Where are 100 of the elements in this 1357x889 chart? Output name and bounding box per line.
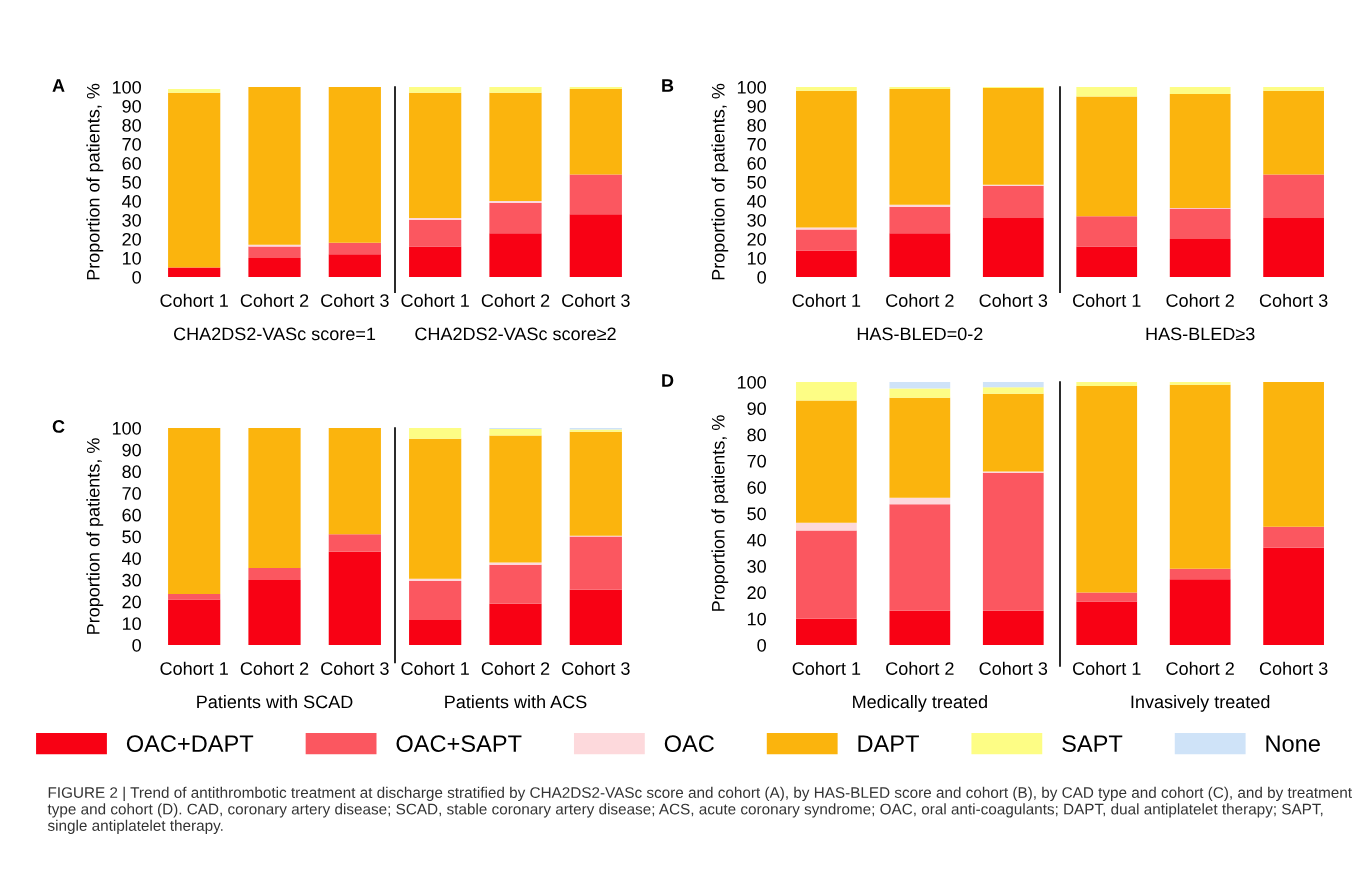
x-tick-label: Cohort 1 — [401, 293, 469, 307]
bar — [889, 497, 951, 505]
y-tick-label: 0 — [132, 638, 141, 652]
x-tick-label: Cohort 3 — [979, 661, 1048, 675]
y-tick-label: 90 — [747, 99, 766, 113]
x-tick-label: Cohort 3 — [979, 293, 1048, 307]
bar — [982, 218, 1044, 277]
bar — [889, 397, 951, 498]
y-tick-label: 50 — [122, 530, 141, 544]
text: HAS-BLED=0-2 — [857, 327, 983, 341]
y-tick-label: 90 — [747, 402, 766, 416]
x-tick-label: Cohort 2 — [481, 661, 550, 675]
y-tick-label: 80 — [747, 118, 766, 132]
x-tick-label: Cohort 2 — [481, 293, 550, 307]
bar — [248, 579, 301, 645]
bar — [1076, 246, 1138, 277]
bar — [796, 522, 857, 531]
y-tick-label: 70 — [122, 487, 141, 500]
bar — [409, 428, 462, 439]
bar — [1076, 385, 1138, 593]
bar — [1263, 174, 1324, 219]
bar — [328, 242, 381, 255]
y-tick-label: 80 — [747, 428, 766, 442]
y-tick-label: 90 — [122, 443, 141, 457]
legend-label: SAPT — [1062, 735, 1123, 752]
bar — [889, 610, 951, 645]
bar — [889, 233, 951, 277]
x-tick-label: Cohort 1 — [160, 661, 228, 675]
bar — [1169, 568, 1231, 580]
bar — [1263, 87, 1324, 91]
bar — [248, 246, 301, 258]
x-tick-label: Cohort 1 — [792, 661, 861, 675]
bar — [168, 428, 221, 594]
x-tick-label: Cohort 3 — [562, 661, 630, 675]
bar — [489, 429, 542, 436]
x-tick-label: Cohort 1 — [792, 293, 861, 307]
bar — [796, 382, 857, 401]
bar — [1263, 526, 1324, 548]
bar — [796, 400, 857, 523]
bar — [168, 594, 221, 600]
bar — [1169, 87, 1231, 95]
y-tick-label: 50 — [747, 175, 766, 189]
bar — [982, 387, 1044, 394]
chart-title: B — [662, 79, 674, 92]
bar — [569, 431, 622, 536]
bar — [982, 382, 1044, 388]
bar — [168, 599, 221, 645]
bar — [1076, 382, 1138, 386]
y-tick-label: 50 — [122, 175, 141, 189]
bar — [1169, 94, 1231, 209]
bar — [409, 92, 462, 219]
bar — [328, 254, 381, 277]
x-tick-label: Cohort 2 — [886, 293, 954, 307]
bar — [796, 618, 857, 645]
text: Patients with ACS — [445, 695, 587, 709]
bar — [569, 214, 622, 277]
y-tick-label: 20 — [122, 595, 141, 609]
y-tick-label: 80 — [122, 118, 141, 132]
y-tick-label: 60 — [122, 508, 141, 522]
bar — [982, 185, 1044, 219]
y-axis-title: Proportion of patients, % — [711, 83, 729, 280]
x-tick-label: Cohort 1 — [401, 661, 469, 675]
bar — [796, 87, 857, 91]
y-axis-title: Proportion of patients, % — [86, 438, 104, 634]
y-tick-label: 30 — [122, 573, 141, 587]
legend-label: OAC+DAPT — [126, 735, 254, 752]
bar — [1169, 579, 1231, 645]
bar — [1263, 218, 1324, 277]
bar — [328, 87, 381, 243]
bar — [796, 229, 857, 251]
x-tick-label: Cohort 2 — [886, 661, 954, 675]
bar — [409, 87, 462, 93]
bar — [569, 536, 622, 590]
y-tick-label: 0 — [132, 270, 141, 284]
legend-label: DAPT — [858, 735, 919, 752]
y-tick-label: 100 — [737, 375, 766, 389]
bar — [248, 258, 301, 277]
text: CHA2DS2-VASc score≥2 — [415, 327, 616, 341]
x-tick-label: Cohort 1 — [1073, 661, 1141, 675]
y-tick-label: 30 — [747, 213, 766, 227]
bar — [889, 382, 951, 389]
bar — [1169, 239, 1231, 277]
chart-title: C — [52, 420, 65, 433]
x-tick-label: Cohort 3 — [1259, 293, 1328, 307]
bar — [489, 564, 542, 604]
text: HAS-BLED≥3 — [1146, 327, 1255, 341]
x-tick-label: Cohort 1 — [160, 293, 228, 307]
legend-label: OAC — [664, 735, 714, 752]
bar — [489, 435, 542, 563]
bar — [1076, 216, 1138, 247]
bar — [248, 87, 301, 245]
bar — [1076, 601, 1138, 645]
bar — [1263, 547, 1324, 645]
bar — [569, 589, 622, 645]
bar — [168, 267, 221, 277]
y-tick-label: 0 — [757, 270, 766, 284]
bar — [889, 206, 951, 234]
y-tick-label: 100 — [112, 80, 141, 94]
y-tick-label: 20 — [122, 232, 141, 246]
y-tick-label: 30 — [122, 213, 141, 227]
